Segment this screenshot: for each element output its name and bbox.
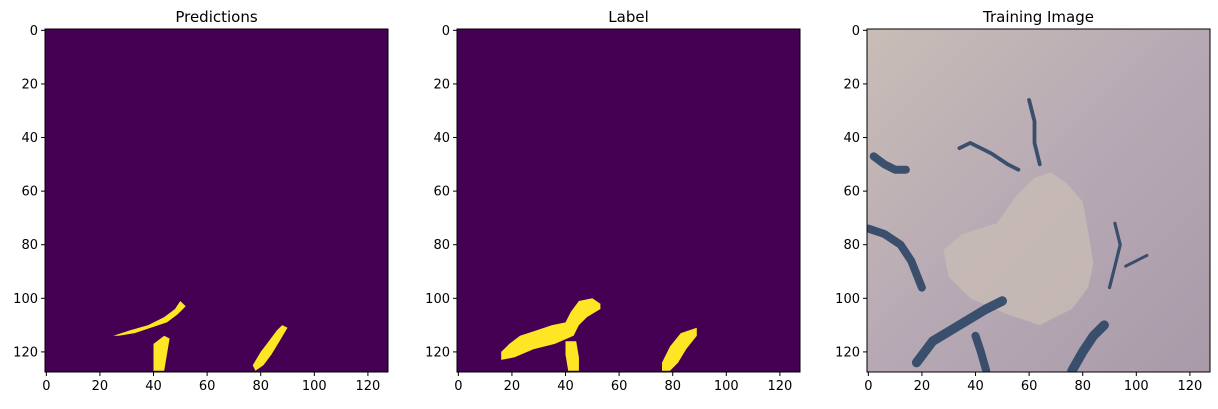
panel-title: Label	[608, 8, 648, 26]
mask-blob-3	[662, 327, 697, 371]
y-tick-label: 120	[835, 345, 860, 360]
x-tick-label: 20	[914, 379, 931, 394]
x-tick-label: 60	[611, 379, 628, 394]
y-tick-label: 100	[425, 292, 450, 307]
y-tick-label: 60	[21, 185, 38, 200]
y-tick-label: 20	[433, 77, 450, 92]
x-tick-label: 60	[199, 379, 216, 394]
mask-blob-2	[153, 335, 170, 371]
terrain-streak-left-mid	[867, 224, 926, 292]
terrain-central-plateau	[943, 172, 1094, 326]
y-tick-label: 40	[843, 131, 860, 146]
x-tick-label: 60	[1021, 379, 1038, 394]
y-tick-label: 0	[852, 24, 860, 39]
axes-frame	[44, 28, 389, 373]
mask-blob-1	[113, 301, 186, 336]
x-tick-label: 100	[1124, 379, 1149, 394]
x-tick-label: 120	[767, 379, 792, 394]
terrain-channel-upper-right	[1027, 98, 1042, 167]
y-tick-label: 120	[13, 345, 38, 360]
plot-area	[457, 29, 800, 372]
y-tick-label: 40	[21, 131, 38, 146]
x-tick-label: 40	[145, 379, 162, 394]
terrain-streak-left-top	[869, 152, 910, 174]
mask-blob-2	[565, 341, 579, 371]
x-tick-label: 40	[557, 379, 574, 394]
x-tick-label: 80	[1074, 379, 1091, 394]
y-tick-label: 80	[21, 238, 38, 253]
mask-blob-3	[252, 325, 288, 371]
terrain-streak-lower-right	[1067, 320, 1109, 372]
y-tick-label: 120	[425, 345, 450, 360]
x-tick-label: 100	[302, 379, 327, 394]
x-tick-label: 80	[664, 379, 681, 394]
y-tick-label: 20	[21, 77, 38, 92]
terrain-streak-lower-mid	[971, 331, 991, 372]
x-tick-label: 40	[967, 379, 984, 394]
heatmap-background	[45, 29, 388, 372]
panel-title: Predictions	[175, 8, 258, 26]
panel-1: Predictions 0 20 40 60 80 100 120 0 20 40 60 80 100 12…	[13, 8, 389, 394]
terrain-channel-right	[1107, 221, 1122, 290]
panel-2: Label 0 20 40 60 80 100 120 0 20 40 60 80 100 120	[425, 8, 801, 394]
x-tick-label: 120	[355, 379, 380, 394]
y-tick-label: 80	[433, 238, 450, 253]
y-tick-label: 0	[30, 24, 38, 39]
terrain-streak-lower-left	[911, 296, 1007, 368]
y-tick-label: 100	[13, 292, 38, 307]
terrain-channel-far-right	[1124, 253, 1149, 268]
mask-blob-1	[501, 298, 601, 360]
y-tick-label: 20	[843, 77, 860, 92]
x-tick-label: 80	[252, 379, 269, 394]
x-tick-label: 20	[504, 379, 521, 394]
heatmap-background	[457, 29, 800, 372]
panel-title: Training Image	[982, 8, 1094, 26]
panel-3: Training Image 0 20 40 60 80 100 120 0 20 40 60 80 10…	[835, 8, 1211, 394]
plot-area	[867, 29, 1210, 372]
x-tick-label: 0	[42, 379, 50, 394]
terrain-channel-upper	[957, 140, 1021, 172]
x-tick-label: 0	[454, 379, 462, 394]
axes-frame	[866, 28, 1211, 373]
y-tick-label: 60	[843, 185, 860, 200]
x-tick-label: 120	[1177, 379, 1202, 394]
x-tick-label: 0	[864, 379, 872, 394]
y-tick-label: 60	[433, 185, 450, 200]
y-tick-label: 80	[843, 238, 860, 253]
y-tick-label: 100	[835, 292, 860, 307]
plot-area	[45, 29, 388, 372]
x-tick-label: 20	[92, 379, 109, 394]
axes-frame	[456, 28, 801, 373]
y-tick-label: 40	[433, 131, 450, 146]
x-tick-label: 100	[714, 379, 739, 394]
y-tick-label: 0	[442, 24, 450, 39]
